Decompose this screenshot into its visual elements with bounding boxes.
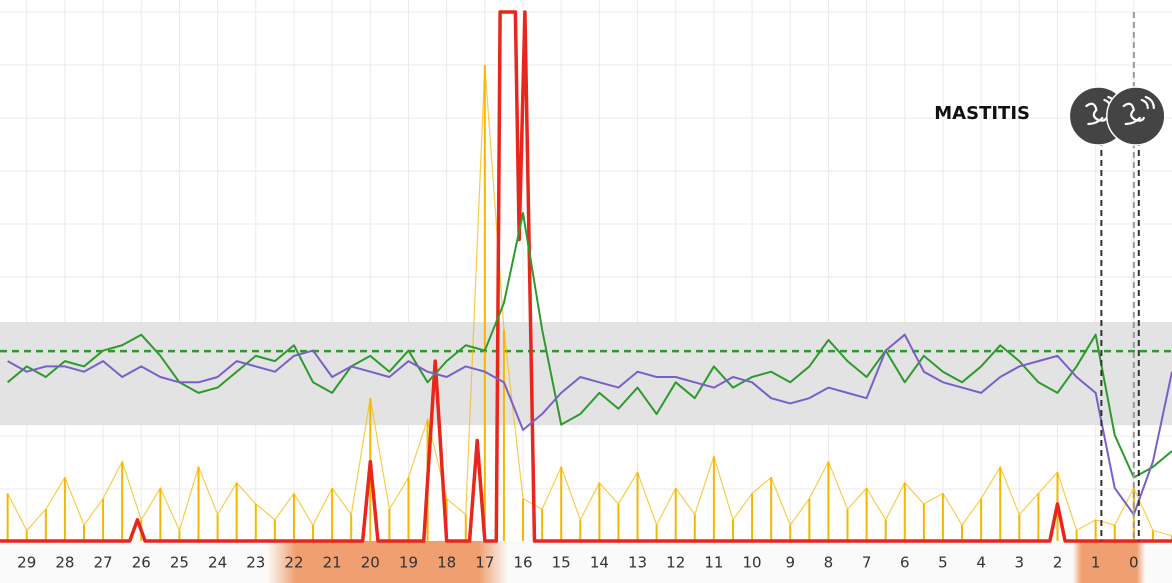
x-tick-label: 21 (323, 554, 342, 572)
x-tick-label: 28 (55, 554, 74, 572)
event-glyph (1085, 95, 1118, 126)
x-tick-label: 0 (1129, 554, 1139, 572)
x-tick-label: 18 (437, 554, 456, 572)
x-tick-label: 19 (399, 554, 418, 572)
spike-line (7, 64, 1172, 537)
x-tick-label: 24 (208, 554, 227, 572)
x-tick-label: 11 (704, 554, 723, 572)
x-tick-label: 23 (246, 554, 265, 572)
x-tick-label: 1 (1091, 554, 1101, 572)
normal-range (0, 321, 1172, 426)
series-line (0, 10, 1172, 543)
series-line (7, 333, 1172, 516)
highlight (267, 541, 508, 583)
series-line (6, 212, 1172, 479)
x-tick-label: 12 (666, 554, 685, 572)
annotation: MASTITIS (934, 103, 1030, 124)
highlight (1072, 541, 1146, 583)
x-tick-label: 6 (900, 554, 910, 572)
x-tick-label: 16 (513, 554, 532, 572)
x-tick-label: 13 (628, 554, 647, 572)
event-icon (1106, 86, 1166, 146)
x-axis-band (0, 541, 1172, 583)
x-tick-label: 5 (938, 554, 948, 572)
x-tick-label: 17 (475, 554, 494, 572)
x-tick-label: 27 (94, 554, 113, 572)
x-tick-label: 29 (17, 554, 36, 572)
x-tick-label: 9 (785, 554, 795, 572)
x-tick-label: 20 (361, 554, 380, 572)
x-tick-label: 2 (1053, 554, 1063, 572)
event-glyph (1122, 95, 1155, 126)
x-tick-label: 7 (862, 554, 872, 572)
x-tick-label: 25 (170, 554, 189, 572)
x-tick-label: 4 (976, 554, 986, 572)
x-tick-label: 10 (743, 554, 762, 572)
x-tick-label: 8 (824, 554, 834, 572)
x-tick-label: 15 (552, 554, 571, 572)
x-tick-label: 22 (284, 554, 303, 572)
x-tick-label: 3 (1015, 554, 1025, 572)
x-tick-label: 26 (132, 554, 151, 572)
x-tick-label: 14 (590, 554, 609, 572)
